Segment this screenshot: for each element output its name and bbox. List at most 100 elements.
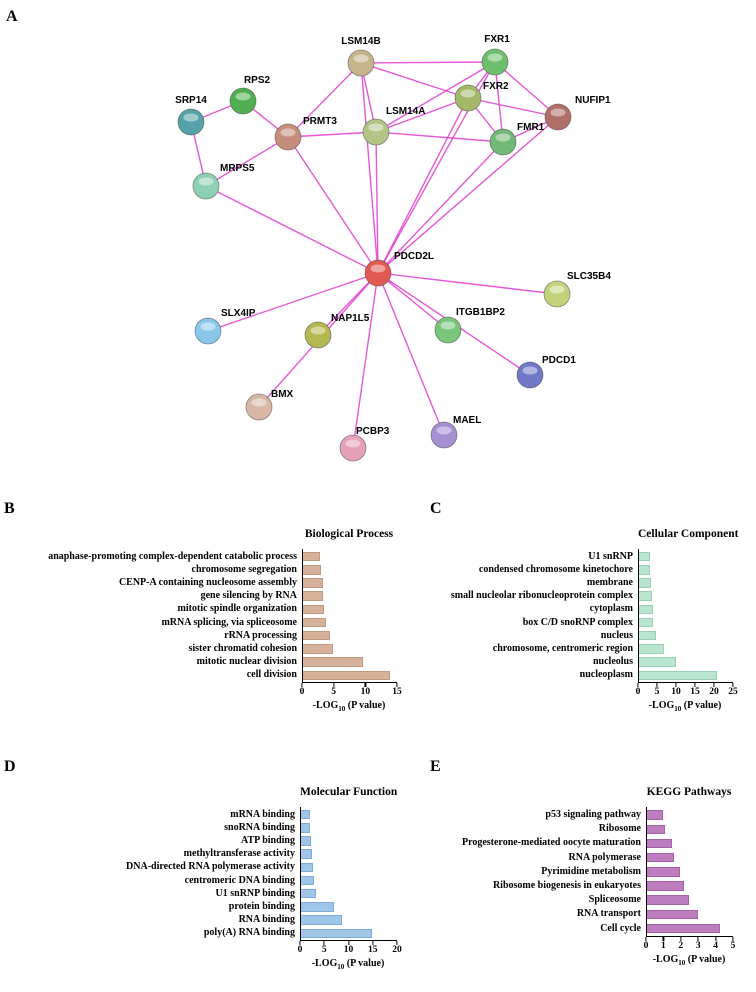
bar: [646, 881, 684, 891]
node-label: LSM14A: [386, 106, 425, 117]
network-edge: [377, 141, 504, 274]
tick-label: 20: [709, 686, 719, 697]
node-circle: [274, 123, 302, 151]
node-highlight: [200, 322, 216, 331]
chart-row: nucleolus: [424, 656, 756, 669]
axis-tick: [645, 936, 647, 941]
category-label: mitotic spindle organization: [177, 603, 297, 615]
bar: [300, 809, 310, 820]
network-node-pcbp3: PCBP3: [339, 426, 390, 462]
bar: [646, 895, 689, 905]
y-axis: [300, 807, 302, 940]
tick-label: 15: [690, 686, 700, 697]
axis-tick: [347, 940, 350, 945]
bar: [646, 852, 674, 863]
bar-track: [646, 824, 732, 835]
chart-row: mRNA splicing, via spliceosome: [0, 616, 424, 629]
node-highlight: [460, 89, 476, 98]
panel-c: C Cellular Component U1 snRNP condensed ch…: [424, 490, 756, 748]
category-label: DNA-directed RNA polymerase activity: [126, 861, 295, 873]
bar-track: [638, 670, 732, 681]
tick-label: 10: [671, 686, 681, 697]
bar-track: [302, 604, 396, 615]
chart-row: rRNA processing: [0, 629, 424, 642]
tick-label: 15: [368, 944, 378, 955]
node-circle: [430, 421, 458, 449]
category-label: Pyrimidine metabolism: [541, 865, 641, 877]
node-highlight: [436, 426, 452, 435]
axis-tick: [299, 940, 301, 945]
node-circle: [434, 316, 462, 344]
bar: [646, 909, 698, 920]
chart-row: mitotic nuclear division: [0, 656, 424, 669]
axis-tick: [396, 940, 398, 945]
category-label: small nucleolar ribonucleoprotein comple…: [450, 590, 633, 602]
network-node-nufip1: NUFIP1: [544, 95, 611, 131]
chart-row: Ribosome biogenesis in eukaryotes: [424, 879, 756, 893]
node-label: FMR1: [517, 122, 545, 133]
chart-row: ATP binding: [0, 834, 424, 847]
bar: [300, 836, 312, 846]
axis-tick: [637, 682, 639, 687]
node-label: RPS2: [244, 75, 271, 86]
bar: [638, 657, 676, 667]
bar-track: [302, 617, 396, 628]
node-highlight: [440, 321, 456, 330]
network-edge: [467, 97, 559, 118]
x-axis: 0 5 10 15: [300, 681, 402, 700]
chart-row: nucleoplasm: [424, 669, 756, 682]
category-label: poly(A) RNA binding: [203, 927, 295, 939]
chart-row: snoRNA binding: [0, 821, 424, 834]
chart-row: Cell cycle: [424, 922, 756, 936]
network-node-srp14: SRP14: [175, 95, 207, 136]
bar-track: [646, 895, 732, 905]
network-edge: [207, 272, 379, 332]
x-axis-label: -LOG10 (P value): [311, 957, 385, 971]
chart-row: cell division: [0, 669, 424, 682]
bar-track: [302, 630, 396, 641]
chart-row: small nucleolar ribonucleoprotein comple…: [424, 590, 756, 603]
y-axis: [646, 807, 648, 936]
tick-label: 3: [695, 940, 701, 951]
category-label: RNA binding: [238, 914, 295, 926]
node-circle: [481, 48, 509, 76]
bar: [302, 551, 321, 562]
chart-row: p53 signaling pathway: [424, 808, 756, 822]
tick-label: 0: [297, 944, 303, 955]
panel-c-letter: C: [430, 500, 442, 517]
bar-track: [302, 670, 396, 681]
bar-track: [300, 888, 396, 899]
bar: [638, 565, 651, 575]
node-label: PDCD1: [542, 355, 576, 366]
chart-row: mitotic spindle organization: [0, 603, 424, 616]
node-label: PDCD2L: [394, 251, 434, 262]
bar-track: [646, 852, 732, 863]
bar-track: [638, 657, 732, 667]
chart-row: U1 snRNP: [424, 550, 756, 563]
network-edge: [360, 62, 469, 99]
category-label: cell division: [246, 669, 297, 681]
bar: [302, 617, 327, 628]
axis-tick: [713, 682, 715, 687]
bar-track: [646, 838, 732, 849]
network-edge: [377, 116, 559, 274]
bar: [300, 928, 372, 939]
panel-d-letter: D: [4, 758, 16, 775]
chart-row: membrane: [424, 576, 756, 589]
chart-row: Spliceosome: [424, 893, 756, 907]
node-highlight: [345, 439, 361, 448]
chart-row: anaphase-promoting complex-dependent cat…: [0, 550, 424, 563]
category-label: mRNA splicing, via spliceosome: [161, 616, 297, 628]
node-highlight: [353, 54, 369, 63]
chart-row: chromosome segregation: [0, 563, 424, 576]
bar: [300, 888, 317, 899]
node-label: SLC35B4: [567, 271, 611, 282]
category-label: gene silencing by RNA: [200, 590, 297, 602]
node-label: MRPS5: [220, 163, 255, 174]
bar: [302, 657, 364, 667]
node-highlight: [198, 177, 214, 186]
chart-row: mRNA binding: [0, 808, 424, 821]
category-label: CENP-A containing nucleosome assembly: [118, 576, 297, 588]
network-node-prmt3: PRMT3: [274, 116, 337, 151]
axis-tick: [372, 940, 374, 945]
